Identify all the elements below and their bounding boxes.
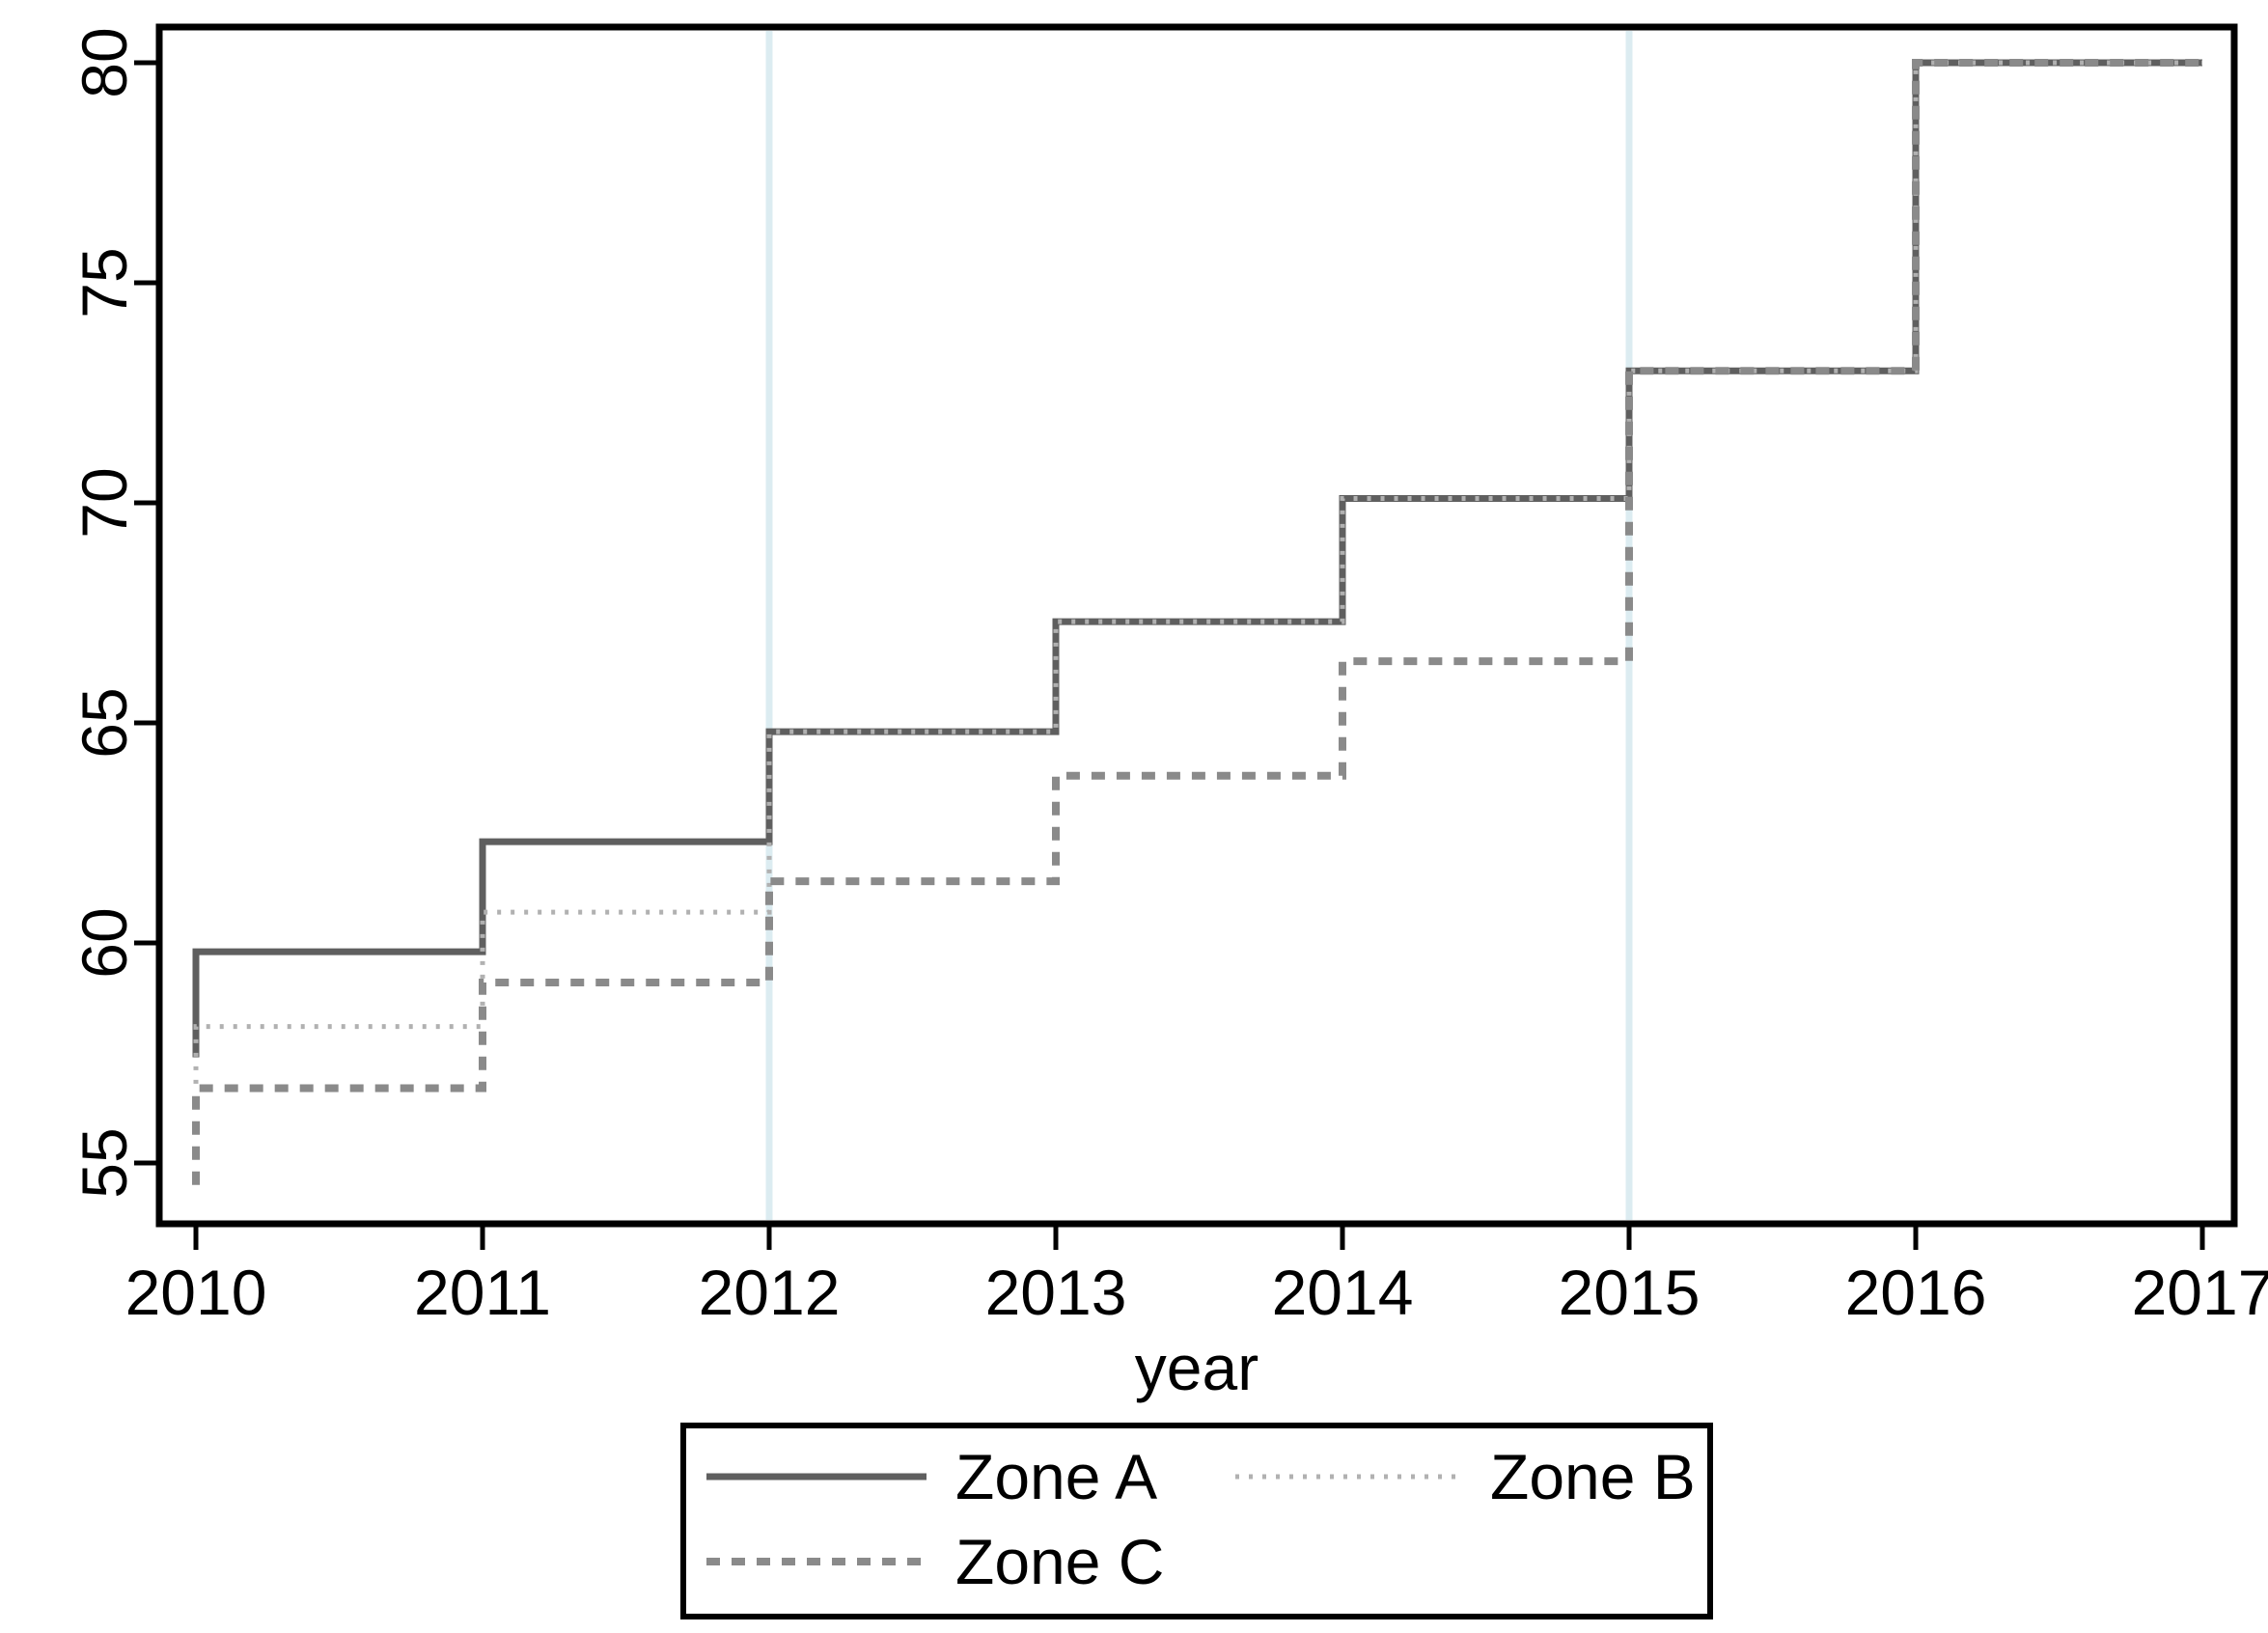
x-tick-label-2013: 2013 bbox=[985, 1257, 1127, 1328]
y-tick-label-55: 55 bbox=[69, 1127, 140, 1198]
legend-label-zone-c: Zone C bbox=[955, 1526, 1165, 1597]
series-line-zone-a bbox=[192, 59, 2202, 1058]
series-line-zone-c bbox=[192, 59, 2202, 1185]
legend bbox=[680, 1423, 1713, 1619]
legend-swatch-zone-b-line bbox=[1235, 1474, 1461, 1480]
series-line-zone-b bbox=[193, 60, 2202, 1084]
legend-swatch-zone-c-line bbox=[706, 1558, 927, 1565]
legend-label-zone-a: Zone A bbox=[955, 1441, 1158, 1512]
y-tick-label-60: 60 bbox=[69, 907, 140, 978]
legend-item-zone-b: Zone B bbox=[1235, 1440, 1696, 1513]
y-tick-label-70: 70 bbox=[69, 467, 140, 538]
legend-swatch-zone-a-line bbox=[706, 1473, 927, 1481]
legend-item-zone-c: Zone C bbox=[706, 1525, 1164, 1598]
legend-item-zone-a: Zone A bbox=[706, 1440, 1157, 1513]
x-tick-label-2012: 2012 bbox=[699, 1257, 841, 1328]
x-tick-label-2017: 2017 bbox=[2132, 1257, 2268, 1328]
x-tick-label-2011: 2011 bbox=[414, 1257, 551, 1328]
y-tick-label-80: 80 bbox=[69, 27, 140, 97]
plot-border bbox=[155, 23, 2238, 1228]
x-tick-label-2016: 2016 bbox=[1845, 1257, 1987, 1328]
y-tick-label-75: 75 bbox=[69, 247, 140, 318]
legend-label-zone-b: Zone B bbox=[1490, 1441, 1696, 1512]
x-axis-title: year bbox=[1134, 1332, 1259, 1403]
x-tick-label-2010: 2010 bbox=[125, 1257, 267, 1328]
x-tick-label-2014: 2014 bbox=[1272, 1257, 1414, 1328]
y-tick-label-65: 65 bbox=[69, 687, 140, 758]
x-tick-label-2015: 2015 bbox=[1559, 1257, 1701, 1328]
